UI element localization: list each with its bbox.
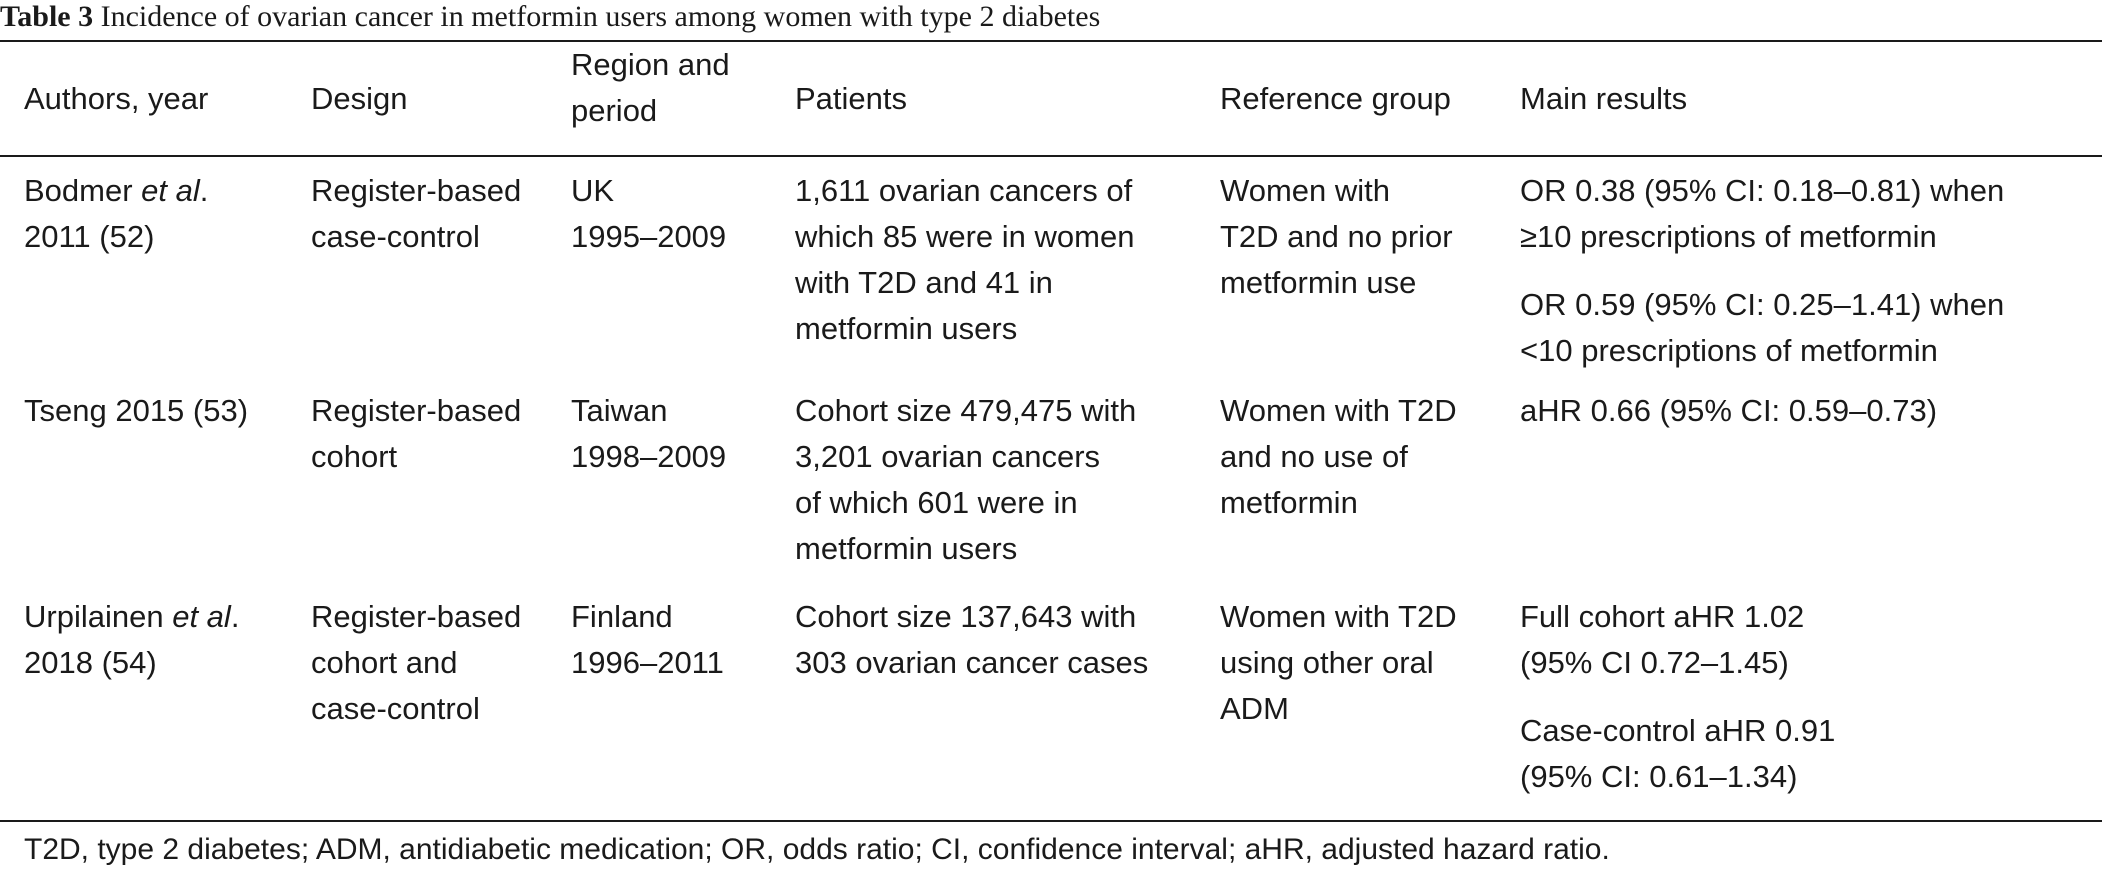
reference-line: ADM [1220,691,1289,726]
cell-reference: Women with T2D and no prior metformin us… [1220,168,1510,306]
result-line: ≥10 prescriptions of metformin [1520,219,1937,254]
reference-line: metformin [1220,485,1358,520]
et-al: et al [172,599,231,634]
bottom-rule [0,820,2102,822]
header-authors: Authors, year [24,81,209,116]
authors-line: Tseng 2015 (53) [24,393,249,428]
table-caption: Table 3 Incidence of ovarian cancer in m… [0,0,1100,40]
region-line: Finland [571,599,673,634]
table-footnote: T2D, type 2 diabetes; ADM, antidiabetic … [24,833,1610,866]
cell-design: Register-based cohort [311,388,556,480]
cell-region: Finland 1996–2011 [571,594,781,686]
patients-line: Cohort size 137,643 with [795,599,1137,634]
result-line: aHR 0.66 (95% CI: 0.59–0.73) [1520,393,1938,428]
cell-authors: Urpilainen et al. 2018 (54) [24,594,294,686]
result-item: Full cohort aHR 1.02 (95% CI 0.72–1.45) [1520,594,2100,686]
header-design: Design [311,81,408,116]
reference-line: Women with T2D [1220,599,1457,634]
design-line: Register-based [311,173,522,208]
et-al: et al [141,173,200,208]
authors-year: 2011 (52) [24,219,155,254]
reference-line: T2D and no prior [1220,219,1453,254]
design-line: Register-based [311,599,522,634]
authors-year: 2018 (54) [24,645,157,680]
patients-line: which 85 were in women [795,219,1135,254]
region-line: 1995–2009 [571,219,727,254]
result-line: OR 0.59 (95% CI: 0.25–1.41) when [1520,287,2005,322]
result-item: Case-control aHR 0.91 (95% CI: 0.61–1.34… [1520,708,2100,800]
region-line: 1998–2009 [571,439,727,474]
header-rule [0,155,2102,157]
cell-authors: Bodmer et al. 2011 (52) [24,168,294,260]
region-line: Taiwan [571,393,668,428]
cell-region: Taiwan 1998–2009 [571,388,781,480]
result-item: aHR 0.66 (95% CI: 0.59–0.73) [1520,388,2100,434]
cell-results: Full cohort aHR 1.02 (95% CI 0.72–1.45) … [1520,594,2100,800]
reference-line: metformin use [1220,265,1417,300]
result-line: (95% CI 0.72–1.45) [1520,645,1789,680]
header-region: Region and period [571,42,781,134]
top-rule [0,40,2102,42]
design-line: cohort [311,439,398,474]
patients-line: 3,201 ovarian cancers [795,439,1101,474]
cell-region: UK 1995–2009 [571,168,781,260]
reference-line: Women with [1220,173,1390,208]
design-line: case-control [311,691,480,726]
design-line: cohort and [311,645,458,680]
authors-line: Bodmer et al. [24,173,209,208]
region-line: 1996–2011 [571,645,724,680]
cell-reference: Women with T2D and no use of metformin [1220,388,1510,526]
cell-results: OR 0.38 (95% CI: 0.18–0.81) when ≥10 pre… [1520,168,2100,374]
patients-line: 1,611 ovarian cancers of [795,173,1133,208]
design-line: Register-based [311,393,522,428]
table-label: Table 3 [0,0,94,33]
result-item: OR 0.38 (95% CI: 0.18–0.81) when ≥10 pre… [1520,168,2100,260]
cell-patients: 1,611 ovarian cancers of which 85 were i… [795,168,1210,352]
result-item: OR 0.59 (95% CI: 0.25–1.41) when <10 pre… [1520,282,2100,374]
cell-results: aHR 0.66 (95% CI: 0.59–0.73) [1520,388,2100,434]
patients-line: of which 601 were in [795,485,1078,520]
result-line: <10 prescriptions of metformin [1520,333,1938,368]
patients-line: metformin users [795,531,1018,566]
region-line: UK [571,173,615,208]
patients-line: with T2D and 41 in [795,265,1053,300]
cell-reference: Women with T2D using other oral ADM [1220,594,1510,732]
header-patients: Patients [795,81,908,116]
cell-design: Register-based case-control [311,168,556,260]
result-line: (95% CI: 0.61–1.34) [1520,759,1798,794]
design-line: case-control [311,219,480,254]
table-title: Incidence of ovarian cancer in metformin… [100,0,1101,33]
reference-line: Women with T2D [1220,393,1457,428]
reference-line: using other oral [1220,645,1434,680]
patients-line: Cohort size 479,475 with [795,393,1137,428]
header-region-line: Region and [571,47,730,82]
cell-patients: Cohort size 137,643 with 303 ovarian can… [795,594,1210,686]
header-reference: Reference group [1220,81,1451,116]
cell-authors: Tseng 2015 (53) [24,388,294,434]
header-results: Main results [1520,81,1688,116]
result-line: Case-control aHR 0.91 [1520,713,1836,748]
patients-line: 303 ovarian cancer cases [795,645,1149,680]
cell-design: Register-based cohort and case-control [311,594,556,732]
authors-line: Urpilainen et al. [24,599,240,634]
cell-patients: Cohort size 479,475 with 3,201 ovarian c… [795,388,1210,572]
reference-line: and no use of [1220,439,1408,474]
header-region-line: period [571,93,658,128]
table-header-row: Authors, year Design Region and period P… [0,42,2102,158]
patients-line: metformin users [795,311,1018,346]
result-line: Full cohort aHR 1.02 [1520,599,1805,634]
result-line: OR 0.38 (95% CI: 0.18–0.81) when [1520,173,2005,208]
